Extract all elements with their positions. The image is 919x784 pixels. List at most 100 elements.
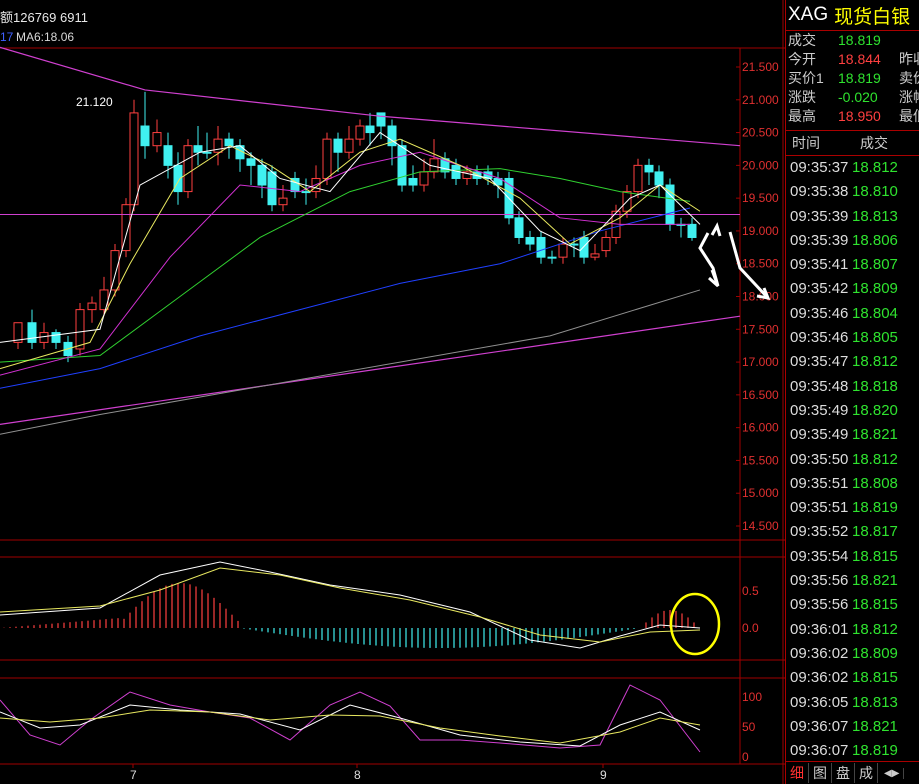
candle-body <box>278 197 288 206</box>
tick-time: 09:35:47 <box>790 353 849 371</box>
tick-row: 09:35:37 18.812 <box>786 156 919 180</box>
tick-row: 09:35:46 18.804 <box>786 302 919 326</box>
tab-0[interactable]: 细 <box>786 763 809 783</box>
tick-time: 09:35:56 <box>790 596 849 614</box>
tick-time: 09:35:39 <box>790 231 849 249</box>
quote-row: 涨跌 -0.020 涨幅 <box>786 88 919 107</box>
tab-scroll-icon[interactable]: ◀▶ <box>880 767 905 779</box>
candle-body <box>525 236 535 245</box>
candle-body <box>13 322 23 343</box>
macd-tick-label: 0.0 <box>742 621 759 635</box>
arrow-2 <box>710 222 722 237</box>
tick-row: 09:36:02 18.809 <box>786 642 919 666</box>
quote-value: -0.020 <box>838 89 878 105</box>
ma-blue <box>0 207 691 389</box>
price-axis: 21.500 21.000 20.500 20.000 19.500 19.000 18.5… <box>736 60 779 533</box>
tick-time: 09:36:07 <box>790 742 849 760</box>
candle-body <box>322 138 332 179</box>
price-tick-label: 15.500 <box>742 453 779 467</box>
candle-body <box>202 151 212 154</box>
tick-price: 18.812 <box>852 450 898 468</box>
macd-axis: 0.5 0.0 <box>742 584 759 635</box>
candle-body <box>376 112 386 127</box>
tab-3[interactable]: 成 <box>855 763 878 783</box>
quote-rows: 成交 18.819 今开 18.844 昨收买价1 18.819 卖价1 涨跌 -0.020 涨幅… <box>786 31 919 126</box>
quote-row: 买价1 18.819 卖价1 <box>786 69 919 88</box>
quote-label: 涨跌 <box>788 89 816 105</box>
macd-dif-line <box>0 561 701 649</box>
candle-body <box>590 253 600 258</box>
quote-row: 成交 18.819 <box>786 31 919 50</box>
tick-time: 09:35:54 <box>790 547 849 565</box>
candle-body <box>644 164 654 173</box>
kdj-tick-label: 50 <box>742 720 756 734</box>
ma-magenta <box>0 151 690 376</box>
ma6-text: MA6:18.06 <box>16 30 74 44</box>
candles <box>13 91 697 363</box>
ma-prefix: 17 <box>0 30 14 44</box>
tick-price: 18.821 <box>852 572 898 590</box>
candle-body <box>213 138 223 153</box>
tick-price: 18.805 <box>852 329 898 347</box>
candle-body <box>110 250 120 291</box>
tick-time: 09:35:42 <box>790 280 849 298</box>
quote-right-label: 昨收 <box>899 51 919 67</box>
macd-dea-line <box>0 567 701 643</box>
tick-price: 18.807 <box>852 256 898 274</box>
candle-body <box>121 204 131 252</box>
tick-time: 09:36:01 <box>790 620 849 638</box>
quote-right-label: 卖价1 <box>899 70 919 86</box>
quote-panel: XAG 现货白银 成交 18.819 今开 18.844 昨收买价1 18.819 卖价1 涨… <box>785 0 919 784</box>
tick-time: 09:35:49 <box>790 401 849 419</box>
tab-2[interactable]: 盘 <box>832 763 855 783</box>
tick-row: 09:35:49 18.821 <box>786 423 919 447</box>
macd-histogram <box>3 583 695 648</box>
candle-body <box>193 145 203 153</box>
candle-body <box>536 236 546 258</box>
tick-price: 18.804 <box>852 304 898 322</box>
price-tick-label: 19.500 <box>742 191 779 205</box>
tick-row: 09:35:46 18.805 <box>786 326 919 350</box>
price-tick-label: 21.000 <box>742 93 779 107</box>
price-tick-label: 15.000 <box>742 486 779 500</box>
tick-row: 09:35:42 18.809 <box>786 277 919 301</box>
tick-row: 09:36:01 18.812 <box>786 618 919 642</box>
quote-row: 今开 18.844 昨收 <box>786 50 919 69</box>
tick-time: 09:36:07 <box>790 717 849 735</box>
white-arrows-annotation <box>698 222 771 300</box>
candle-body <box>355 125 365 140</box>
candle-body <box>408 177 418 186</box>
kline-chart[interactable]: 额126769 6911 17 MA6:18.06 21.500 21.000 20… <box>0 0 785 784</box>
tick-row: 09:35:51 18.808 <box>786 472 919 496</box>
candle-body <box>654 171 664 186</box>
candle-body <box>290 177 300 193</box>
candle-body <box>140 125 150 147</box>
tab-1[interactable]: 图 <box>809 763 832 783</box>
tick-row: 09:35:54 18.815 <box>786 545 919 569</box>
symbol-name: 现货白银 <box>834 6 911 28</box>
tick-price: 18.812 <box>852 620 898 638</box>
candle-body <box>333 138 343 153</box>
ticks-list[interactable]: 09:35:37 18.812 09:35:38 18.810 09:35:39 18.8… <box>786 156 919 763</box>
tick-price: 18.819 <box>852 742 898 760</box>
grid-lines <box>0 0 785 784</box>
x-tick-label: 8 <box>354 768 361 782</box>
price-tick-label: 20.500 <box>742 126 779 140</box>
ticks-header-price: 成交 <box>860 135 888 151</box>
tick-price: 18.815 <box>852 669 898 687</box>
volume-text: 额126769 6911 <box>0 10 88 25</box>
tick-row: 09:35:49 18.820 <box>786 399 919 423</box>
ma-long-gray <box>0 289 701 435</box>
symbol-title: XAG 现货白银 <box>786 0 919 31</box>
tick-time: 09:36:02 <box>790 644 849 662</box>
tick-time: 09:35:38 <box>790 183 849 201</box>
candle-body <box>51 332 61 343</box>
quote-value: 18.950 <box>838 108 881 124</box>
bottom-tabs: 细图盘成 ◀▶ <box>786 761 919 784</box>
tick-time: 09:35:49 <box>790 426 849 444</box>
price-tick-label: 18.500 <box>742 257 779 271</box>
tick-row: 09:35:38 18.810 <box>786 180 919 204</box>
tick-price: 18.809 <box>852 644 898 662</box>
candle-body <box>558 243 568 258</box>
price-tick-label: 17.000 <box>742 355 779 369</box>
